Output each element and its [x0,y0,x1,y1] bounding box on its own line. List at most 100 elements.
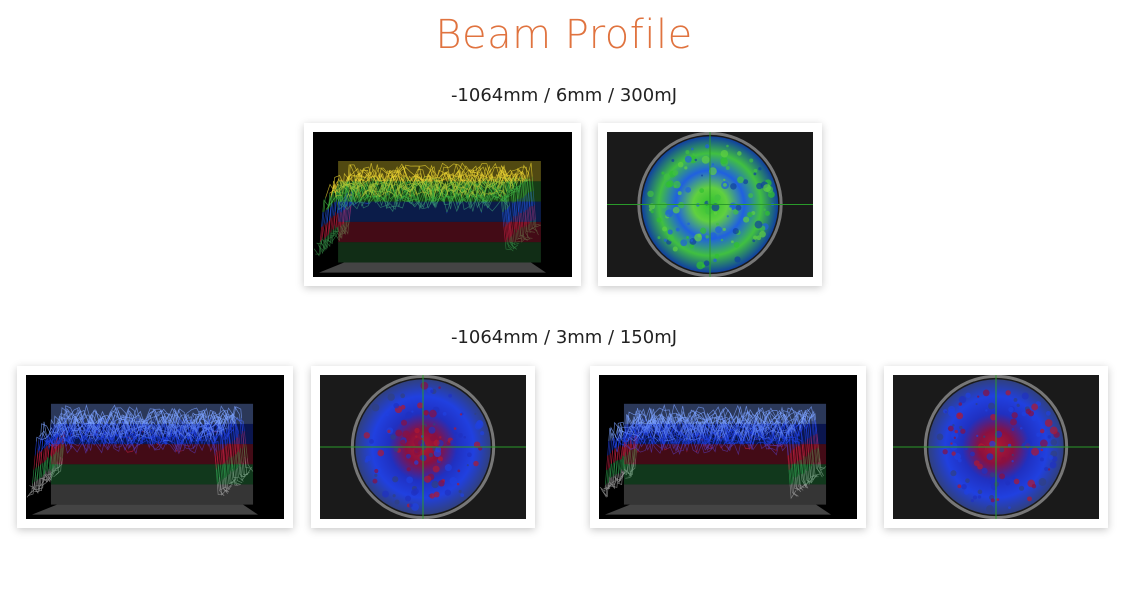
speckle [1007,443,1012,448]
speckle [986,505,994,513]
speckle [961,483,967,490]
speckle [1047,468,1051,471]
floor [604,504,832,515]
speckle [660,202,667,209]
speckle [363,432,371,439]
speckle [953,453,961,461]
speckle [414,460,419,465]
speckle [977,395,980,398]
speckle [428,426,436,434]
speckle [737,151,742,156]
trace [31,424,227,495]
speckle [977,495,982,499]
speckle [662,226,668,232]
speckle [374,468,379,474]
layer [623,484,827,505]
section-title: Beam Profile [435,12,693,58]
speckle [734,256,741,263]
speckle [756,235,762,241]
speckle [705,144,710,149]
speckle [672,169,679,176]
speckle [699,188,705,193]
speckle [1049,461,1057,469]
speckle [1016,403,1020,407]
speckle [743,179,749,185]
speckle [725,165,730,170]
speckle [395,429,403,437]
speckle [1044,466,1049,472]
floor [319,262,546,273]
speckle [689,243,695,249]
speckle [977,489,983,495]
speckle [936,433,944,441]
speckle [393,402,400,409]
speckle [747,211,753,218]
speckle [691,147,694,151]
speckle [1012,476,1016,480]
speckle [764,210,770,216]
speckle [442,411,447,416]
speckle [406,476,414,484]
trace [606,422,802,490]
speckle [743,216,750,223]
speckle [714,253,720,259]
layer [338,221,541,243]
speckle [663,173,671,181]
speckle [1011,453,1014,457]
speckle [413,438,422,446]
speckle [954,429,958,434]
speckle [1031,483,1037,489]
speckle [1001,456,1006,462]
speckle [964,446,968,451]
speckle [726,215,729,218]
speckle [677,161,684,168]
speckle [405,453,411,459]
speckle [752,239,756,243]
speckle [715,226,722,234]
speckle [432,423,436,426]
speckle [667,235,675,242]
speckle [1008,406,1014,413]
speckle [753,168,758,173]
speckle [1040,448,1044,452]
speckle [1038,478,1047,486]
speckle [723,182,727,187]
speckle [1036,432,1041,437]
speckle [473,460,479,467]
speckle [988,402,995,410]
speckle [965,392,971,398]
trace [617,414,813,484]
speckle [999,473,1006,480]
speckle [409,503,413,508]
layer [338,181,541,202]
speckle [684,166,688,170]
speckle [709,232,717,240]
speckle [720,238,724,242]
speckle [460,493,465,498]
speckle [433,449,442,458]
speckle [944,410,948,414]
trace [49,410,245,480]
speckle [953,436,956,440]
speckle [369,439,374,444]
image [26,375,284,519]
speckle [748,193,754,198]
speckle [711,203,720,212]
speckle [711,163,715,166]
speckle [382,490,389,498]
speckle [671,159,675,162]
speckle [406,436,411,442]
speckle [675,227,680,232]
image-card [17,366,293,528]
speckle [1049,426,1058,435]
speckle [705,235,709,239]
speckle [705,207,713,215]
speckle [763,184,772,193]
speckle [1005,480,1011,486]
speckle [714,194,721,201]
speckle [457,469,461,473]
speckle [387,393,395,401]
speckle [1047,435,1051,439]
speckle [463,435,467,439]
layer [338,161,541,182]
